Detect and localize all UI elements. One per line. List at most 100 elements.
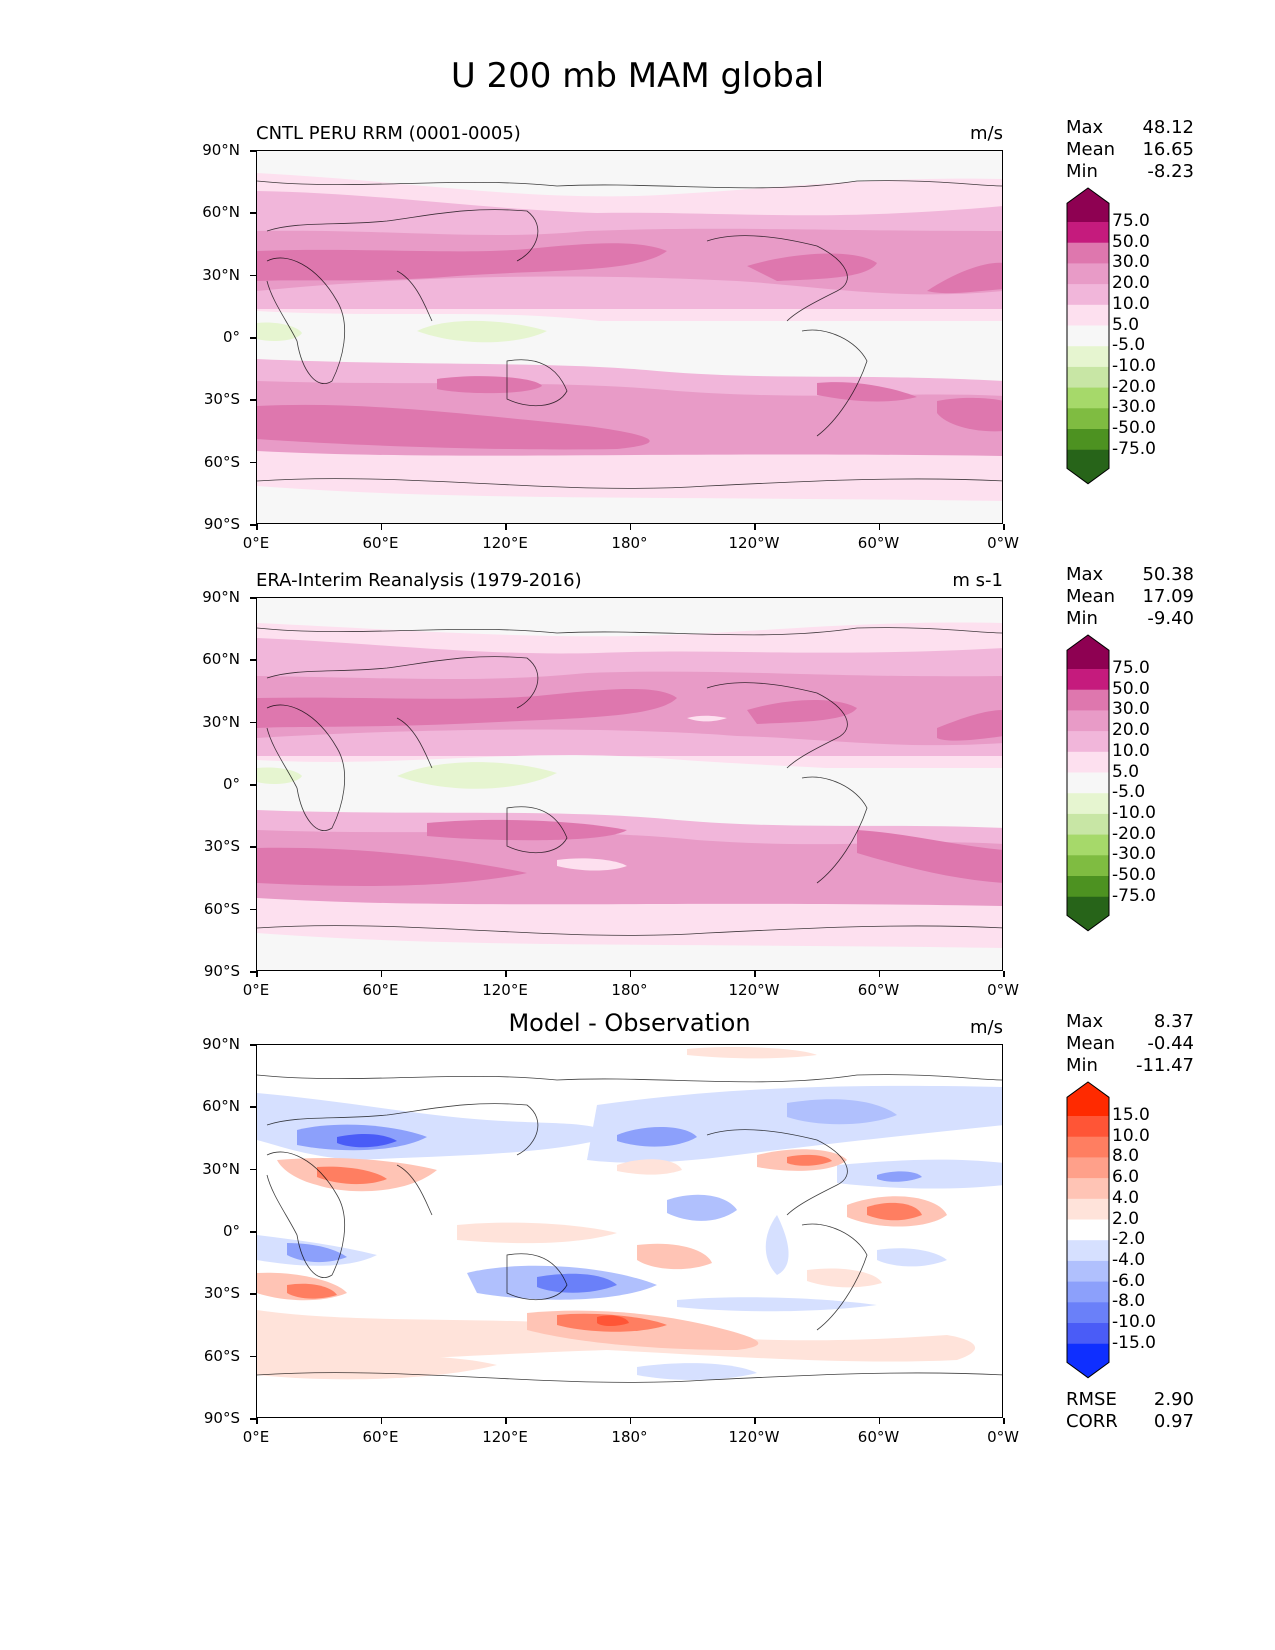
lat-tick xyxy=(250,461,256,464)
colorbar-label: -10.0 xyxy=(1112,355,1156,376)
lon-tick-label: 120°E xyxy=(482,981,528,999)
lat-tick-label: 90°N xyxy=(202,588,240,606)
metric-label: RMSE xyxy=(1066,1388,1117,1410)
colorbar-label: -75.0 xyxy=(1112,885,1156,906)
colorbar-segment xyxy=(1067,793,1109,815)
lon-tick-label: 0°W xyxy=(987,1428,1019,1446)
colorbar-label: 5.0 xyxy=(1112,761,1140,782)
stat-row: Min -11.47 xyxy=(1066,1055,1194,1077)
lon-tick-label: 120°E xyxy=(482,1428,528,1446)
colorbar-label: 75.0 xyxy=(1112,658,1150,678)
colorbar xyxy=(1066,634,1110,932)
colorbar-segment xyxy=(1067,710,1109,732)
lat-tick-label: 30°N xyxy=(202,265,240,284)
colorbar-label: 10.0 xyxy=(1112,1125,1150,1146)
colorbar-label: 10.0 xyxy=(1112,740,1150,761)
colorbar-label: 2.0 xyxy=(1112,1208,1140,1229)
lat-tick-label: 30°N xyxy=(202,712,240,731)
lon-tick xyxy=(878,524,880,530)
colorbar-label: 10.0 xyxy=(1112,293,1150,314)
lon-tick xyxy=(629,1418,631,1424)
lon-tick xyxy=(1003,971,1005,977)
lat-tick-label: 0° xyxy=(222,328,240,346)
stat-value: 8.37 xyxy=(1153,1011,1194,1032)
lon-tick xyxy=(380,971,382,977)
lat-tick-label: 30°S xyxy=(203,1284,240,1303)
lon-tick xyxy=(256,1418,258,1424)
lat-tick-label: 60°S xyxy=(203,1346,240,1365)
metric-row: CORR 0.97 xyxy=(1066,1411,1194,1433)
colorbar-segment xyxy=(1067,1281,1109,1303)
lat-tick-label: 90°S xyxy=(203,1409,240,1427)
lat-tick xyxy=(250,784,256,786)
lat-tick xyxy=(250,908,256,911)
panel-title: Model - Observation xyxy=(508,1009,751,1037)
lon-tick xyxy=(754,971,756,977)
colorbar-label: 30.0 xyxy=(1112,252,1150,273)
colorbar-segment xyxy=(1067,834,1109,856)
lat-tick-label: 30°S xyxy=(203,837,240,856)
colorbar-segment xyxy=(1067,1198,1109,1220)
colorbar-label: -20.0 xyxy=(1112,376,1156,397)
colorbar-label: -6.0 xyxy=(1112,1270,1146,1291)
lat-tick xyxy=(250,1418,256,1420)
colorbar-segment xyxy=(1067,1323,1109,1345)
colorbar-outline xyxy=(1066,634,1110,932)
colorbar-label: -50.0 xyxy=(1112,865,1156,885)
colorbar-label: -75.0 xyxy=(1112,438,1156,459)
lon-tick-label: 0°W xyxy=(987,534,1019,552)
metric-value: 0.97 xyxy=(1153,1410,1194,1432)
lon-tick xyxy=(754,1418,756,1424)
stat-value: 17.09 xyxy=(1142,586,1194,607)
lon-tick-label: 60°E xyxy=(362,534,399,552)
stat-value: 16.65 xyxy=(1142,139,1194,160)
lon-tick-label: 120°W xyxy=(728,1428,780,1446)
colorbar-segment xyxy=(1067,731,1109,753)
colorbar-segment xyxy=(1067,304,1109,326)
lat-tick-label: 60°S xyxy=(203,452,240,471)
stat-label: Max xyxy=(1066,117,1104,138)
colorbar-label: -20.0 xyxy=(1112,823,1156,844)
lon-tick-label: 60°W xyxy=(857,981,900,999)
stat-row: Mean 17.09 xyxy=(1066,586,1194,608)
panel-title: ERA-Interim Reanalysis (1979-2016) xyxy=(256,570,582,591)
map-model xyxy=(256,150,1003,524)
map-observation xyxy=(256,597,1003,971)
lat-tick-label: 30°N xyxy=(202,1159,240,1178)
lon-tick xyxy=(256,971,258,977)
stat-label: Min xyxy=(1066,608,1098,629)
lat-tick xyxy=(250,150,256,152)
colorbar-segment xyxy=(1067,689,1109,711)
lat-tick xyxy=(250,1355,256,1358)
colorbar-segment xyxy=(1067,1116,1109,1138)
lon-tick-label: 120°W xyxy=(728,981,780,999)
lat-tick xyxy=(250,337,256,339)
lat-tick xyxy=(250,597,256,599)
colorbar-extend-min xyxy=(1067,896,1109,931)
stat-row: Max 8.37 xyxy=(1066,1011,1194,1033)
lon-tick-label: 0°E xyxy=(242,1428,270,1446)
lat-tick-label: 30°S xyxy=(203,390,240,409)
stat-row: Max 50.38 xyxy=(1066,564,1194,586)
colorbar-extend-max xyxy=(1067,1082,1109,1116)
colorbar-segment xyxy=(1067,1260,1109,1283)
panel-units: m s-1 xyxy=(952,570,1003,591)
colorbar-segment xyxy=(1067,408,1109,430)
metric-label: CORR xyxy=(1066,1410,1118,1432)
colorbar-label: 20.0 xyxy=(1112,720,1150,741)
colorbar-segment xyxy=(1067,1240,1109,1262)
colorbar-label: -5.0 xyxy=(1112,335,1146,356)
lon-tick-label: 60°E xyxy=(362,981,399,999)
stat-row: Mean -0.44 xyxy=(1066,1033,1194,1055)
lon-tick-label: 0°E xyxy=(242,981,270,999)
lon-tick-label: 180° xyxy=(611,534,648,552)
colorbar-segment xyxy=(1067,876,1109,898)
colorbar-label: -10.0 xyxy=(1112,802,1156,823)
lat-tick-label: 60°N xyxy=(202,203,240,222)
lat-tick-label: 0° xyxy=(222,1222,240,1240)
colorbar-label: -4.0 xyxy=(1112,1249,1146,1270)
stats-block: Max 50.38 Mean 17.09 Min -9.40 xyxy=(1066,564,1194,630)
lon-tick xyxy=(505,524,507,530)
panel-units: m/s xyxy=(970,1017,1003,1038)
lat-tick xyxy=(250,1044,256,1046)
